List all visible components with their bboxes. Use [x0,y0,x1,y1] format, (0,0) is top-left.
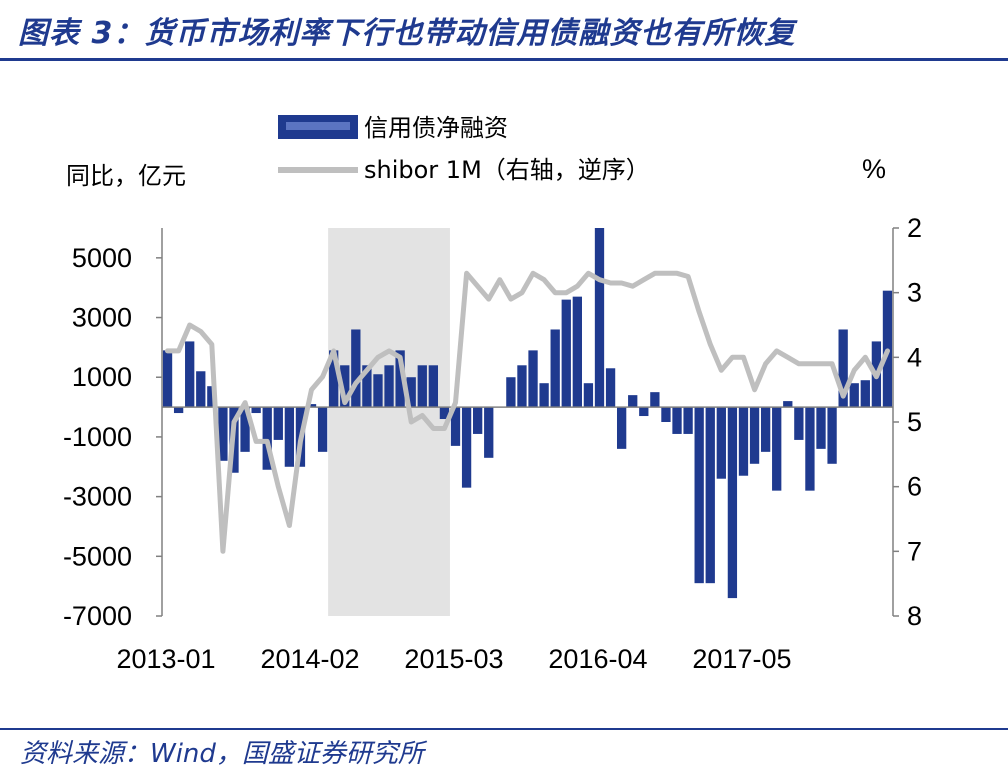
bar-2015-12 [550,329,560,408]
bar-2018-02 [838,329,848,408]
shaded-region-layer [328,228,450,616]
bar-2015-04 [461,407,472,488]
bar-2015-03 [450,407,461,446]
right-tick-label: 7 [907,536,922,566]
bar-2016-08 [639,407,649,417]
bar-2017-06 [749,407,760,464]
bar-2016-12 [683,407,693,434]
bar-2014-04 [329,350,339,408]
bar-2013-10 [262,407,272,470]
bar-2013-09 [251,407,261,414]
bar-2013-01 [162,350,173,408]
bar-2014-02 [306,404,317,408]
bar-2013-12 [284,407,295,467]
bar-2013-06 [218,407,228,461]
bar-2014-07 [362,365,372,408]
bar-2017-07 [760,407,771,452]
legend: 信用债净融资 shibor 1M（右轴，逆序） [278,114,650,184]
source-note: 资料来源：Wind，国盛证券研究所 [20,739,424,769]
footer-divider [0,728,1008,730]
left-tick-label: 5000 [72,243,132,273]
right-tick-label: 3 [907,278,922,308]
x-tick-label: 2017-05 [692,644,791,674]
bar-2017-05 [738,407,749,476]
bar-2014-11 [406,377,416,408]
bar-2017-01 [694,407,704,584]
bar-2015-01 [428,365,439,408]
left-tick-label: 3000 [72,303,132,333]
bar-2017-04 [727,407,738,599]
x-tick-label: 2014-02 [260,644,359,674]
bar-2017-12 [816,407,826,449]
bar-2016-10 [661,407,671,422]
bar-2016-05 [605,368,616,408]
left-tick-label: -3000 [63,482,132,512]
left-tick-label: -5000 [63,541,132,571]
bar-2014-08 [373,374,383,408]
bar-2013-08 [240,407,250,452]
bar-2016-11 [672,407,682,434]
bar-2018-03 [849,383,859,408]
bar-2017-08 [772,407,782,491]
left-tick-label: 1000 [72,362,132,392]
bar-2016-06 [616,407,627,449]
bar-2016-09 [650,392,660,408]
right-tick-label: 5 [907,407,922,437]
chart-canvas: 5000 3000 1000 -1000 -3000 -5000 -7000 2 3 4 5 6 7 8 2… [63,114,922,674]
bar-2016-01 [561,299,571,408]
bar-2016-07 [628,395,638,408]
right-tick-label: 8 [907,601,922,631]
bar-2016-02 [572,296,582,408]
bar-2014-12 [417,365,427,408]
bar-2017-10 [794,407,804,440]
bar-2016-03 [583,383,594,408]
bar-2015-08 [506,377,516,408]
right-axis-unit: % [862,154,886,184]
bar-2015-06 [484,407,494,458]
chart-title: 图表 3：货币市场利率下行也带动信用债融资也有所恢复 [18,16,796,51]
bar-2017-02 [705,407,715,584]
bar-2015-09 [517,365,527,408]
bar-2015-10 [528,350,538,408]
right-tick-label: 2 [907,213,922,243]
bar-2013-05 [207,386,217,408]
bar-2014-09 [384,365,394,408]
bar-2017-09 [783,401,793,408]
right-tick-label: 6 [907,472,922,502]
legend-label-bar: 信用债净融资 [364,114,508,142]
left-tick-label: -1000 [63,422,132,452]
bar-2014-10 [395,350,405,408]
bar-2018-04 [860,380,870,408]
legend-swatch-bar-highlight [286,122,350,130]
right-tick-label: 4 [907,342,922,372]
x-tick-label: 2016-04 [548,644,647,674]
title-divider [0,58,1008,61]
bar-2017-11 [805,407,815,491]
legend-label-line: shibor 1M（右轴，逆序） [364,156,650,184]
bar-2013-02 [173,407,184,414]
left-tick-label: -7000 [63,601,132,631]
axis-layer: 5000 3000 1000 -1000 -3000 -5000 -7000 2 3 4 5 6 7 8 2… [63,213,922,674]
x-tick-label: 2013-01 [116,644,215,674]
bar-2015-11 [539,383,549,408]
bar-2014-05 [340,365,350,408]
bar-2014-03 [317,407,328,452]
line-series-layer [165,270,890,554]
bar-2018-01 [827,407,837,464]
bar-2013-11 [273,407,283,440]
bar-2013-03 [185,341,195,408]
shaded-period [328,228,450,616]
bar-2015-02 [439,407,450,420]
bar-2014-06 [351,329,361,408]
left-axis-unit: 同比，亿元 [66,162,186,190]
bar-2015-05 [473,407,483,434]
bar-2017-03 [716,407,726,479]
shibor-line [165,270,890,554]
bar-2016-04 [594,228,605,408]
x-tick-label: 2015-03 [404,644,503,674]
bar-2013-04 [196,371,206,408]
